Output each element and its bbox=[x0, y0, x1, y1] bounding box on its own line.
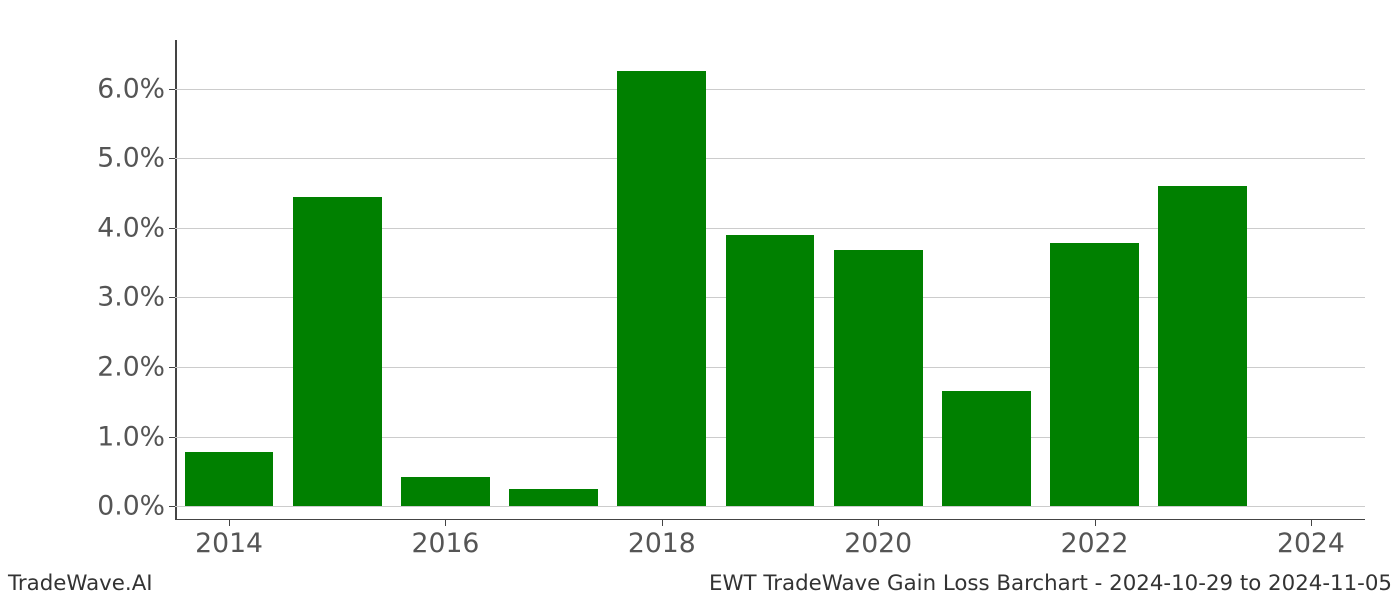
grid-line bbox=[175, 506, 1365, 507]
bar bbox=[1158, 186, 1247, 506]
x-tick-label: 2016 bbox=[412, 520, 480, 559]
plot-area: 0.0%1.0%2.0%3.0%4.0%5.0%6.0%201420162018… bbox=[175, 40, 1365, 520]
x-tick-label: 2014 bbox=[195, 520, 263, 559]
x-tick-label: 2022 bbox=[1061, 520, 1129, 559]
bar bbox=[1050, 243, 1139, 506]
x-tick-label: 2024 bbox=[1277, 520, 1345, 559]
grid-line bbox=[175, 89, 1365, 90]
bar bbox=[185, 452, 274, 506]
figure: 0.0% 1.0% 2.0% 3.0% 4.0% 5.0% 6.0% 2014 2016 2018… bbox=[0, 0, 1400, 600]
y-tick-label: 2.0% bbox=[97, 351, 175, 382]
x-tick-label: 2018 bbox=[628, 520, 696, 559]
y-tick-label: 5.0% bbox=[97, 143, 175, 174]
y-tick-label: 3.0% bbox=[97, 282, 175, 313]
footer-caption: EWT TradeWave Gain Loss Barchart - 2024-… bbox=[709, 571, 1392, 596]
bar bbox=[509, 489, 598, 506]
bar bbox=[617, 71, 706, 506]
y-tick-label: 1.0% bbox=[97, 421, 175, 452]
bar bbox=[401, 477, 490, 506]
axis-spine-bottom bbox=[175, 519, 1365, 521]
axis-spine-left bbox=[175, 40, 177, 520]
bar bbox=[942, 391, 1031, 506]
y-tick-label: 6.0% bbox=[97, 73, 175, 104]
bar bbox=[293, 197, 382, 507]
y-tick-label: 4.0% bbox=[97, 212, 175, 243]
bar bbox=[726, 235, 815, 506]
footer-brand: TradeWave.AI bbox=[8, 571, 153, 596]
x-tick-label: 2020 bbox=[844, 520, 912, 559]
grid-line bbox=[175, 158, 1365, 159]
y-tick-label: 0.0% bbox=[97, 491, 175, 522]
bar bbox=[834, 250, 923, 506]
